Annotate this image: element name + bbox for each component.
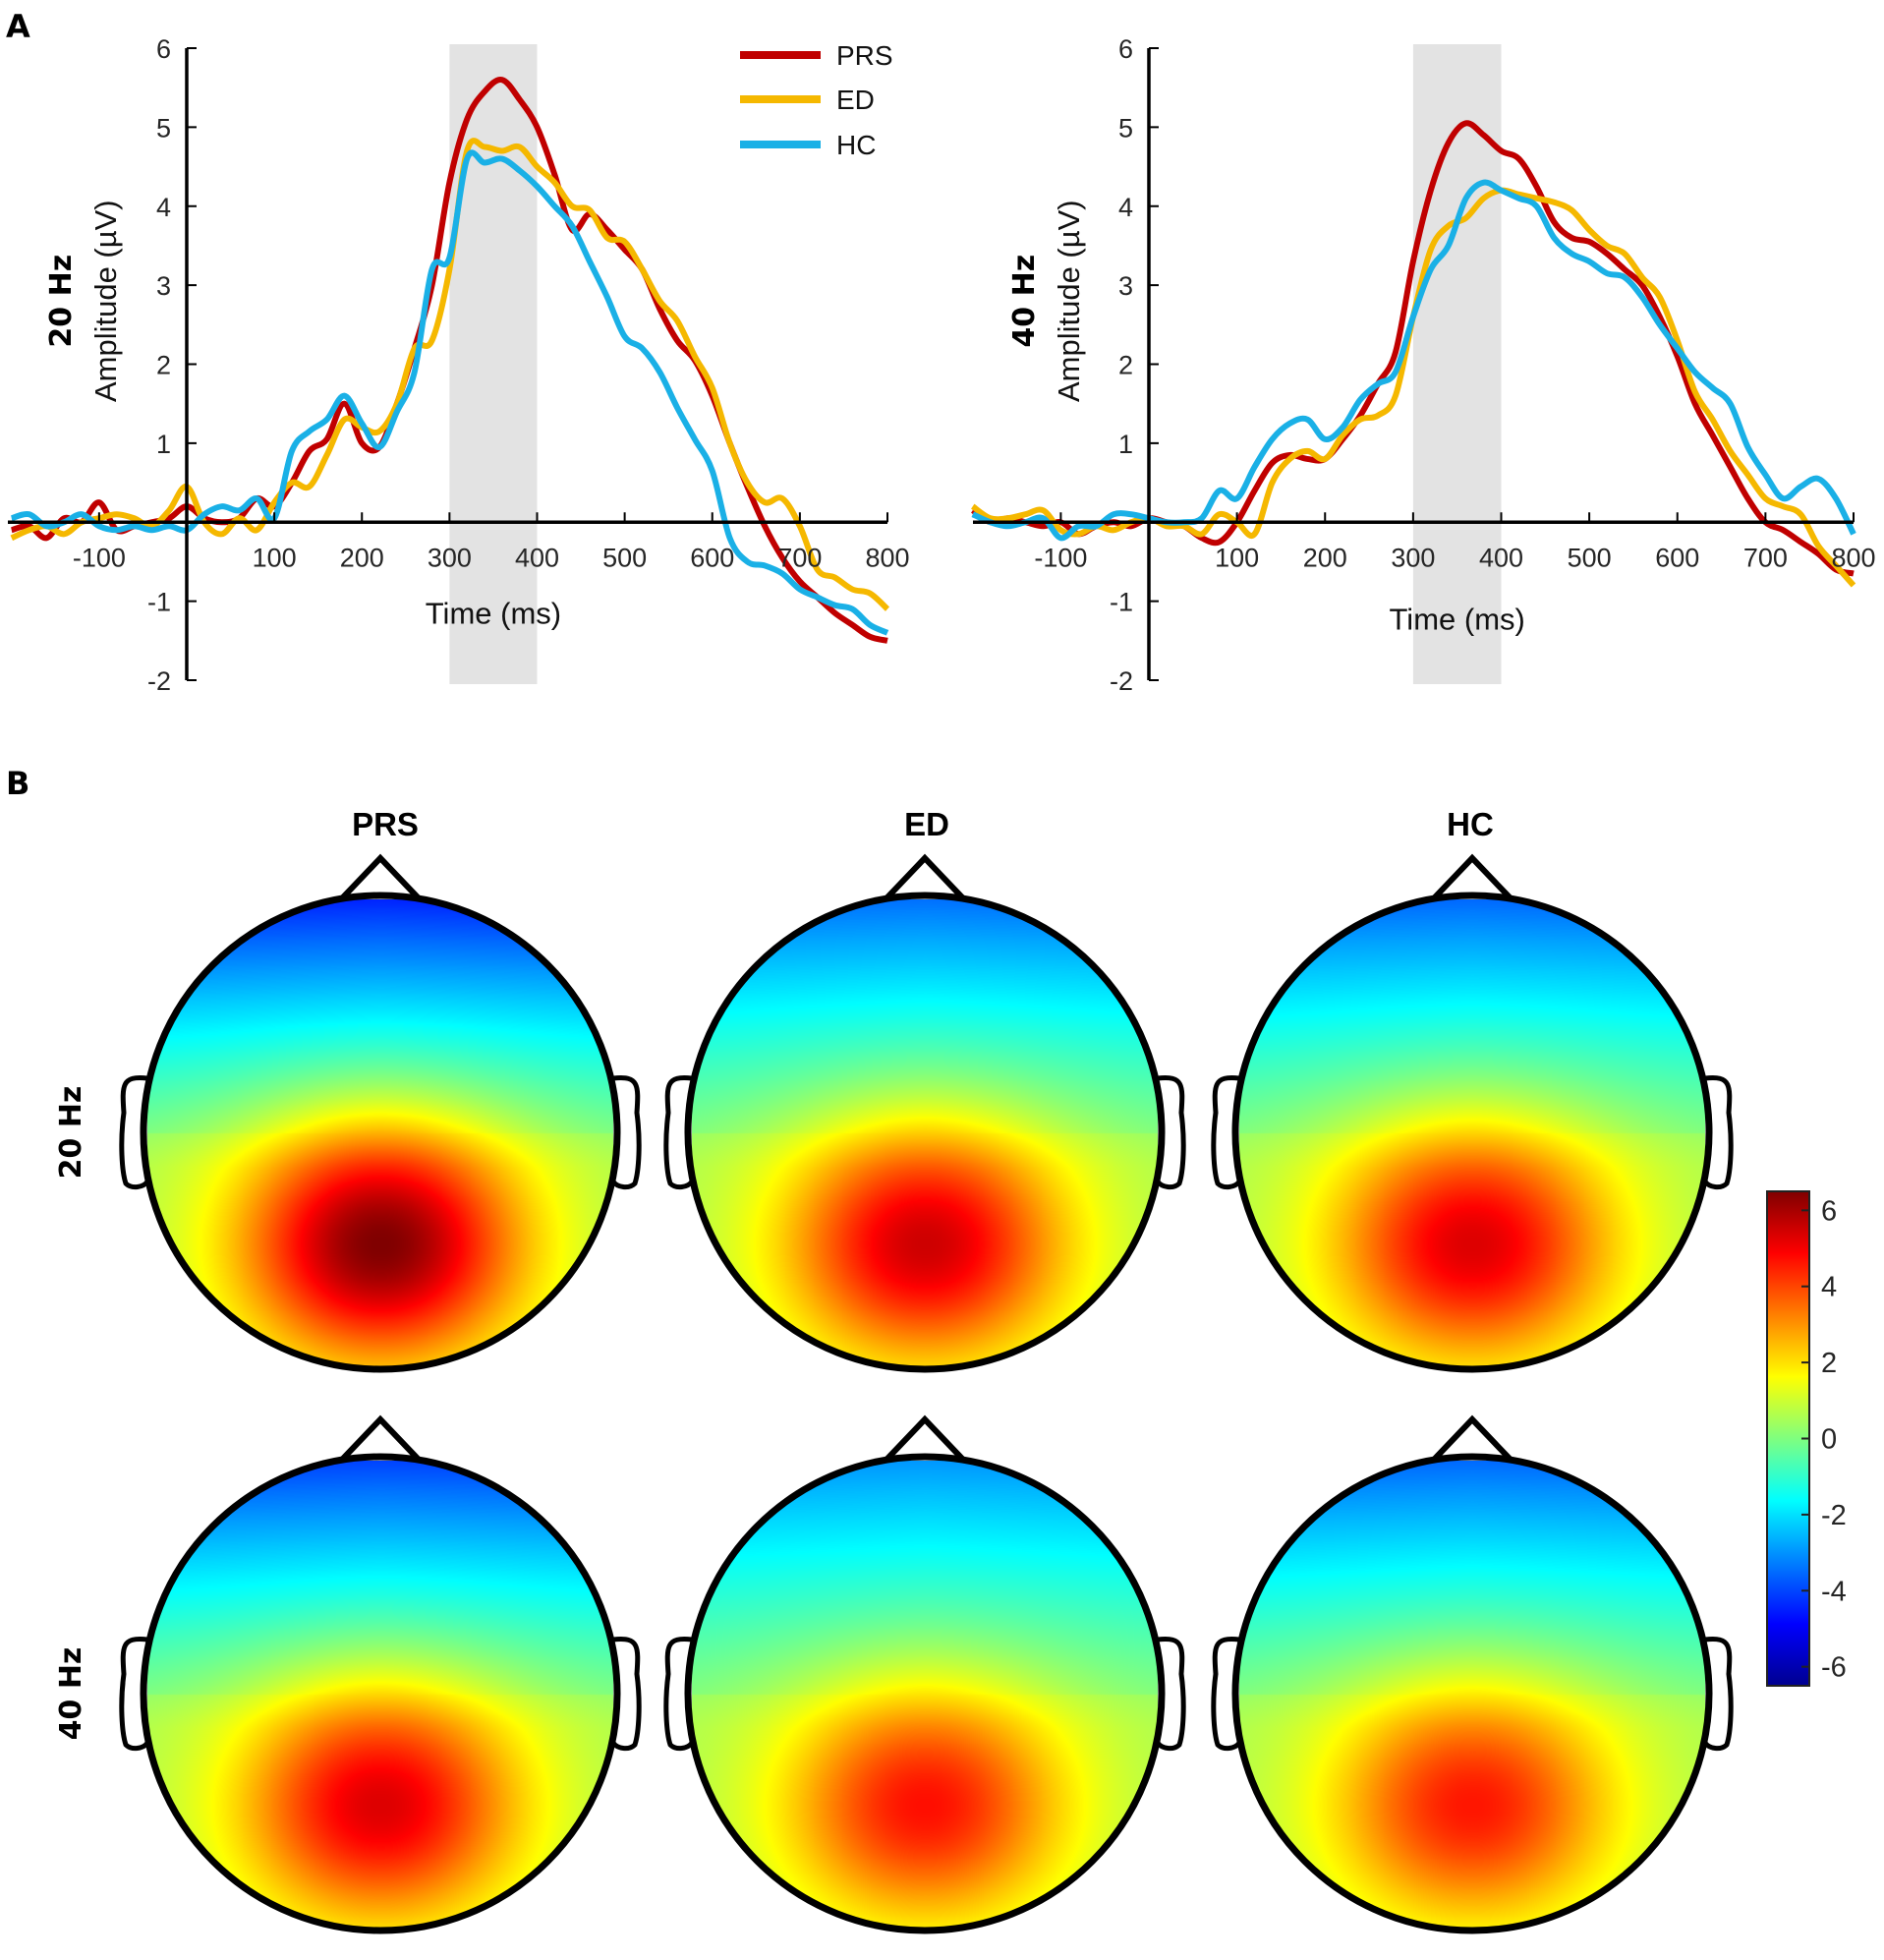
topo-row-label-20hz: 20 Hz — [54, 1086, 88, 1180]
y-tick-label: 1 — [156, 430, 171, 459]
x-tick-label: 300 — [1391, 543, 1435, 572]
y-axis-title: Amplitude (µV) — [88, 200, 123, 402]
x-tick-label: 200 — [1303, 543, 1347, 572]
panel-label-a: A — [6, 8, 30, 45]
topo-row-label-40hz: 40 Hz — [54, 1647, 88, 1741]
x-tick-label: 800 — [865, 543, 909, 572]
x-axis-title: Time (ms) — [1390, 603, 1525, 637]
x-tick-label: 700 — [777, 543, 822, 572]
x-tick-label: 200 — [340, 543, 384, 572]
colorbar-tick-label: 6 — [1821, 1195, 1837, 1227]
column-title-ed: ED — [904, 806, 949, 842]
topomap-20hz-ed — [688, 895, 1162, 1369]
series-line-hc — [10, 149, 889, 636]
column-title-prs: PRS — [352, 806, 419, 842]
topomap-40hz-hc — [1235, 1457, 1709, 1931]
legend-label-ed: ED — [836, 85, 875, 115]
x-tick-label: -100 — [73, 543, 126, 572]
row-label-40hz: 40 Hz — [1007, 255, 1042, 348]
y-tick-label: 2 — [1118, 351, 1133, 380]
topomap-40hz-prs — [143, 1457, 617, 1931]
y-tick-label: 2 — [156, 351, 171, 380]
topomap-20hz-hc — [1235, 895, 1709, 1369]
x-tick-label: 100 — [253, 543, 297, 572]
panel-label-b: B — [6, 765, 29, 802]
legend: PRS ED HC — [740, 40, 893, 160]
erp-plot-40hz: -100 100 200 300 400 500 600 700 800 -2 -1 1 2 3 4 5 6 T… — [970, 34, 1876, 696]
y-tick-label: 4 — [1118, 193, 1133, 222]
legend-label-prs: PRS — [836, 40, 893, 71]
time-window-shading — [1412, 44, 1502, 684]
y-tick-label: -1 — [147, 588, 171, 617]
x-tick-label: 800 — [1831, 543, 1875, 572]
colorbar-tick-label: 2 — [1821, 1348, 1837, 1379]
y-tick-label: 6 — [156, 34, 171, 64]
legend-label-hc: HC — [836, 130, 876, 160]
x-tick-label: 500 — [1568, 543, 1612, 572]
colorbar-tick-label: 0 — [1821, 1424, 1837, 1456]
x-tick-label: 600 — [1655, 543, 1699, 572]
colorbar-tick-label: -6 — [1821, 1652, 1847, 1684]
topomap-40hz-ed — [688, 1457, 1162, 1931]
erp-plot-20hz: -100 100 200 300 400 500 600 700 800 -2 -1 1 2 3 4 5 6 T… — [8, 34, 910, 696]
row-label-20hz: 20 Hz — [44, 255, 79, 348]
x-tick-label: 300 — [428, 543, 472, 572]
x-tick-label: -100 — [1034, 543, 1087, 572]
colorbar-tick-label: -2 — [1821, 1500, 1847, 1531]
y-tick-label: -1 — [1110, 588, 1133, 617]
colorbar-tick-label: -4 — [1821, 1576, 1847, 1607]
y-tick-label: -2 — [1110, 666, 1133, 696]
y-tick-label: -2 — [147, 666, 171, 696]
y-axis-title: Amplitude (µV) — [1052, 200, 1086, 402]
x-tick-label: 400 — [1479, 543, 1523, 572]
y-tick-label: 1 — [1118, 430, 1133, 459]
y-tick-label: 3 — [156, 271, 171, 301]
x-tick-label: 600 — [690, 543, 734, 572]
column-title-hc: HC — [1447, 806, 1494, 842]
x-tick-label: 500 — [602, 543, 647, 572]
x-tick-label: 400 — [515, 543, 559, 572]
y-tick-label: 5 — [1118, 113, 1133, 143]
y-tick-label: 5 — [156, 113, 171, 143]
y-tick-label: 4 — [156, 193, 171, 222]
x-axis-title: Time (ms) — [426, 597, 561, 631]
topomap-20hz-prs — [143, 895, 617, 1369]
y-tick-label: 3 — [1118, 271, 1133, 301]
x-tick-label: 100 — [1215, 543, 1259, 572]
y-tick-label: 6 — [1118, 34, 1133, 64]
x-tick-label: 700 — [1743, 543, 1788, 572]
series-line-hc — [971, 179, 1856, 542]
colorbar-tick-label: 4 — [1821, 1272, 1837, 1303]
